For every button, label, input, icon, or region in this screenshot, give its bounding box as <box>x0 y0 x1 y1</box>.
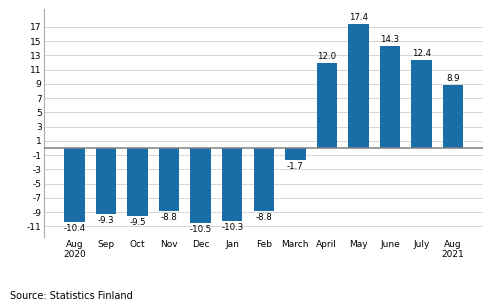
Text: 14.3: 14.3 <box>380 35 399 44</box>
Text: -9.3: -9.3 <box>98 216 114 225</box>
Bar <box>317 63 337 148</box>
Text: 17.4: 17.4 <box>349 13 368 22</box>
Bar <box>96 148 116 214</box>
Text: -9.5: -9.5 <box>129 218 146 226</box>
Bar <box>159 148 179 211</box>
Text: -10.4: -10.4 <box>64 224 86 233</box>
Text: -1.7: -1.7 <box>287 162 304 171</box>
Bar <box>348 24 369 148</box>
Bar <box>64 148 85 222</box>
Bar <box>411 60 432 148</box>
Text: 12.4: 12.4 <box>412 49 431 58</box>
Text: Source: Statistics Finland: Source: Statistics Finland <box>10 291 133 301</box>
Text: -8.8: -8.8 <box>255 212 272 222</box>
Text: -10.5: -10.5 <box>190 225 212 234</box>
Text: 8.9: 8.9 <box>446 74 459 83</box>
Bar <box>127 148 148 216</box>
Bar <box>190 148 211 223</box>
Bar <box>253 148 274 211</box>
Bar <box>380 46 400 148</box>
Bar <box>222 148 243 221</box>
Text: -10.3: -10.3 <box>221 223 244 232</box>
Text: 12.0: 12.0 <box>317 52 336 61</box>
Bar <box>285 148 306 160</box>
Bar <box>443 85 463 148</box>
Text: -8.8: -8.8 <box>161 212 177 222</box>
